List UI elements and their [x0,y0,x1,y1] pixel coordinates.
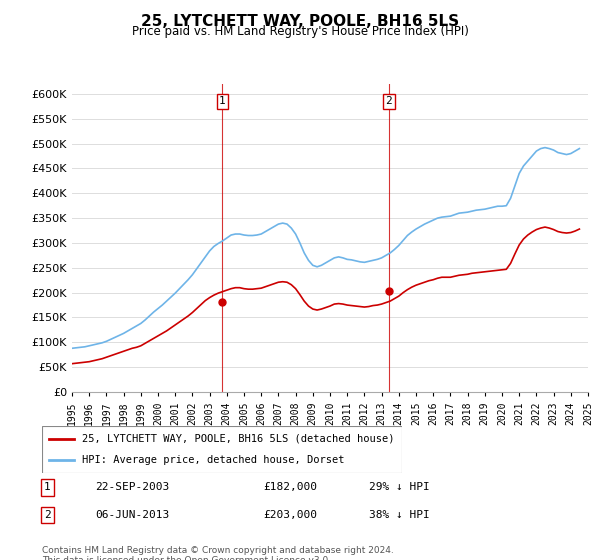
Text: 29% ↓ HPI: 29% ↓ HPI [370,482,430,492]
Text: 25, LYTCHETT WAY, POOLE, BH16 5LS: 25, LYTCHETT WAY, POOLE, BH16 5LS [141,14,459,29]
Text: 1: 1 [44,482,50,492]
Text: 1: 1 [219,96,226,106]
Text: 2: 2 [386,96,392,106]
Text: HPI: Average price, detached house, Dorset: HPI: Average price, detached house, Dors… [82,455,344,465]
FancyBboxPatch shape [42,426,402,473]
Text: £203,000: £203,000 [264,510,318,520]
Text: 38% ↓ HPI: 38% ↓ HPI [370,510,430,520]
Text: 06-JUN-2013: 06-JUN-2013 [95,510,169,520]
Text: 2: 2 [44,510,50,520]
Text: Price paid vs. HM Land Registry's House Price Index (HPI): Price paid vs. HM Land Registry's House … [131,25,469,38]
Text: 22-SEP-2003: 22-SEP-2003 [95,482,169,492]
Text: £182,000: £182,000 [264,482,318,492]
Text: Contains HM Land Registry data © Crown copyright and database right 2024.
This d: Contains HM Land Registry data © Crown c… [42,546,394,560]
Text: 25, LYTCHETT WAY, POOLE, BH16 5LS (detached house): 25, LYTCHETT WAY, POOLE, BH16 5LS (detac… [82,434,394,444]
